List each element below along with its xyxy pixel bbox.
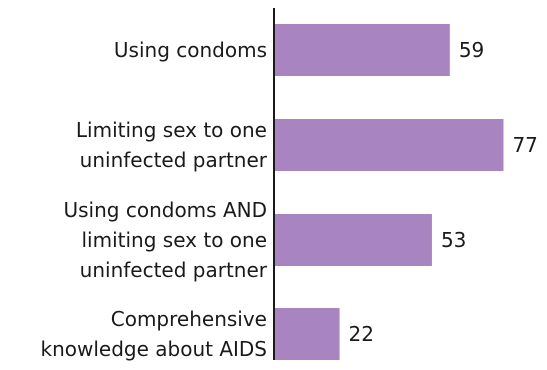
value-labels-layer: 59 77 53 22 — [349, 38, 538, 346]
category-labels-layer: Using condoms Limiting sex to one uninfect… — [40, 38, 267, 361]
bars-layer — [274, 24, 504, 360]
category-label-0-line-0: Using condoms — [114, 38, 267, 62]
value-label-0: 59 — [459, 38, 484, 62]
value-label-3: 22 — [349, 322, 374, 346]
category-label-2-line-2: uninfected partner — [80, 258, 268, 282]
bar-0 — [274, 24, 450, 76]
category-label-2-line-0: Using condoms AND — [64, 198, 268, 222]
category-label-3-line-0: Comprehensive — [111, 307, 267, 331]
bar-1 — [274, 119, 504, 171]
category-label-1-line-1: uninfected partner — [80, 148, 268, 172]
category-label-2-line-1: limiting sex to one — [82, 228, 268, 252]
category-label-3-line-1: knowledge about AIDS — [40, 337, 267, 361]
bar-3 — [274, 308, 340, 360]
bar-2 — [274, 214, 432, 266]
value-label-2: 53 — [441, 228, 466, 252]
value-label-1: 77 — [512, 133, 537, 157]
category-label-1-line-0: Limiting sex to one — [76, 118, 267, 142]
